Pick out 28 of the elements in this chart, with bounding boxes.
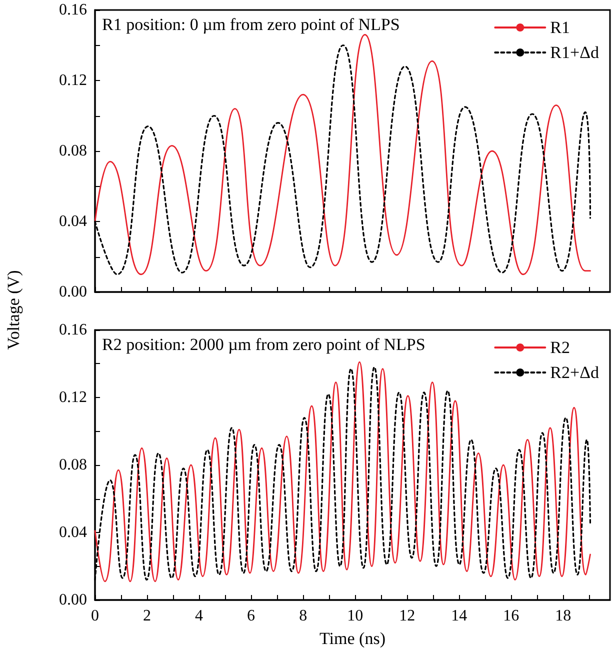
x-tick-label: 18 bbox=[555, 608, 572, 624]
y-tick-label: 0.16 bbox=[59, 2, 87, 18]
x-tick-label: 6 bbox=[247, 608, 256, 624]
x-tick-label: 8 bbox=[299, 608, 308, 624]
y-tick-label: 0.04 bbox=[59, 213, 87, 230]
y-tick-label: 0.16 bbox=[59, 322, 87, 338]
x-tick-label: 2 bbox=[143, 608, 152, 624]
y-tick-label: 0.04 bbox=[59, 524, 87, 541]
x-tick-label: 10 bbox=[347, 608, 364, 624]
legend-label: R1 bbox=[550, 18, 570, 37]
annotation: R1 position: 0 µm from zero point of NLPS bbox=[102, 15, 400, 34]
legend-label: R2 bbox=[550, 338, 570, 357]
text: 0.00 bbox=[59, 284, 87, 300]
y-tick-label: 0.08 bbox=[59, 456, 87, 474]
y-axis-title: Voltage (V) bbox=[4, 270, 24, 350]
legend-label: R1+Δd bbox=[550, 43, 600, 62]
x-tick-label: 14 bbox=[451, 608, 468, 624]
legend-label: R2+Δd bbox=[550, 363, 600, 382]
text: 0.00 bbox=[59, 592, 87, 608]
x-axis-title: Time (ns) bbox=[320, 629, 386, 648]
x-tick-label: 4 bbox=[195, 608, 204, 624]
x-tick-label: 0 bbox=[91, 608, 99, 624]
annotation: R2 position: 2000 µm from zero point of NLPS bbox=[102, 335, 426, 354]
y-tick-label: 0.12 bbox=[59, 389, 87, 406]
y-tick-label: 0.08 bbox=[59, 142, 87, 160]
x-tick-label: 16 bbox=[503, 608, 520, 624]
y-tick-label: 0.12 bbox=[59, 72, 87, 89]
x-tick-label: 12 bbox=[399, 608, 416, 624]
